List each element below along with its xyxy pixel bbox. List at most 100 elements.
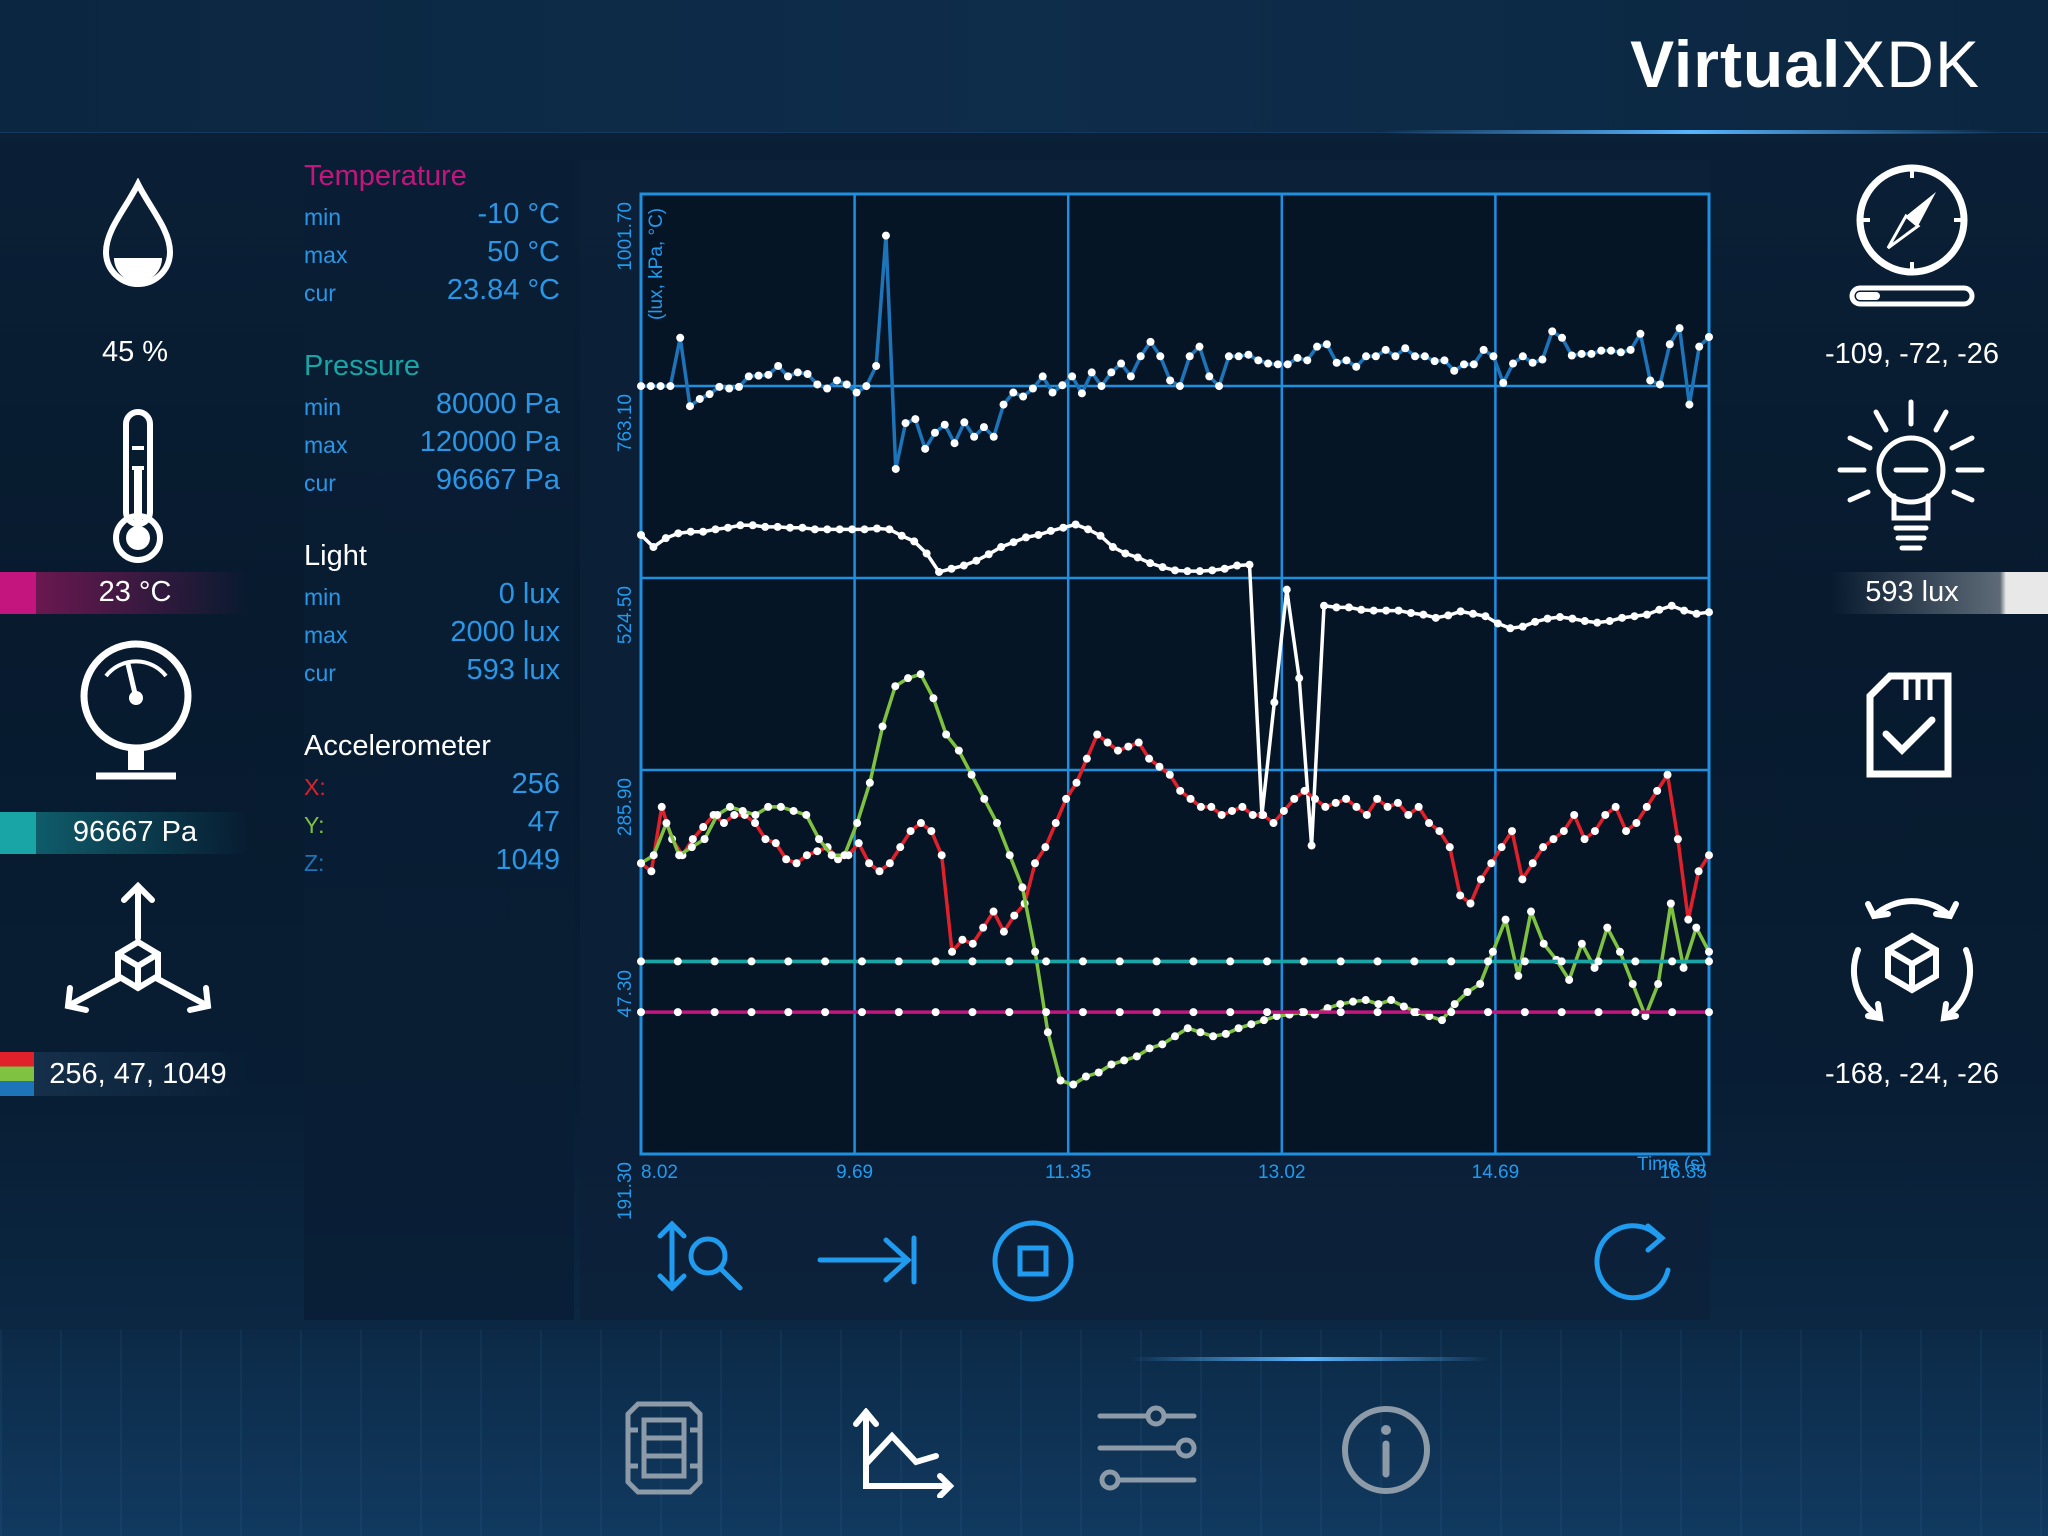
- reset-chart-button[interactable]: [1588, 1216, 1678, 1306]
- settings-sliders-nav-icon[interactable]: [1096, 1404, 1198, 1494]
- series-point: [881, 231, 890, 240]
- series-point: [744, 372, 753, 381]
- series-point: [1695, 342, 1704, 351]
- series-point: [1555, 613, 1564, 622]
- sensor-line-chart[interactable]: 8.02 9.69 11.35 13.02 14.69 16.35 1001.70 763.…: [600, 180, 1730, 1220]
- scroll-to-end-button[interactable]: [816, 1230, 920, 1290]
- series-point: [1342, 356, 1351, 365]
- series-point: [1594, 957, 1603, 966]
- series-point: [1068, 372, 1077, 381]
- series-point: [1132, 1052, 1141, 1061]
- series-point: [1010, 911, 1019, 920]
- pressure-stats-title: Pressure: [304, 350, 421, 382]
- series-point: [1228, 806, 1237, 815]
- temperature-value: 23 °C: [98, 576, 172, 608]
- series-point: [834, 855, 843, 864]
- stop-recording-button[interactable]: [990, 1218, 1076, 1304]
- series-point: [1373, 957, 1382, 966]
- series-point: [1369, 606, 1378, 615]
- series-point: [1220, 564, 1229, 573]
- series-point: [959, 561, 968, 570]
- series-point: [1196, 802, 1205, 811]
- series-point: [802, 851, 811, 860]
- series-point: [674, 529, 683, 538]
- series-point: [1479, 345, 1488, 354]
- series-point: [1005, 851, 1014, 860]
- series-point: [823, 525, 832, 534]
- gyroscope-rotation-icon[interactable]: [1840, 892, 1984, 1032]
- series-point: [676, 333, 685, 342]
- pressure-gauge-icon[interactable]: [76, 636, 196, 782]
- series-point: [637, 382, 645, 391]
- series-point: [853, 819, 862, 828]
- humidity-drop-icon[interactable]: [98, 178, 178, 290]
- series-point: [1290, 794, 1299, 803]
- series-point: [921, 444, 930, 453]
- series-point: [968, 1008, 977, 1017]
- series-point: [705, 390, 714, 399]
- temperature-stats-title: Temperature: [304, 160, 467, 192]
- series-point: [968, 957, 977, 966]
- series-point: [747, 957, 756, 966]
- series-point: [1665, 340, 1674, 349]
- series-point: [1371, 352, 1380, 361]
- nav-glow: [1130, 1357, 1490, 1361]
- series-point: [1476, 875, 1485, 884]
- series-point: [637, 1008, 645, 1017]
- y-tick-label: 763.10: [615, 394, 636, 452]
- series-point: [1028, 384, 1037, 393]
- series-point: [1705, 947, 1713, 956]
- series-point: [1248, 810, 1257, 819]
- pressure-value: 96667 Pa: [72, 816, 198, 848]
- series-point: [1642, 802, 1651, 811]
- x-tick-labels: 8.02 9.69 11.35 13.02 14.69 16.35: [641, 1162, 1707, 1183]
- stats-panel: Temperature min -10 °C max 50 °C cur 23.84 …: [304, 160, 574, 1320]
- series-point: [1435, 827, 1444, 836]
- series-point: [1176, 786, 1185, 795]
- series-point: [1146, 337, 1155, 346]
- series-point: [773, 522, 782, 531]
- thermometer-icon[interactable]: [110, 408, 166, 568]
- series-point: [748, 521, 757, 530]
- series-point: [1031, 947, 1040, 956]
- y-axis-label: (lux, kPa, °C): [646, 208, 667, 320]
- series-point: [1117, 359, 1126, 368]
- series-point: [1430, 357, 1439, 366]
- series-point: [1466, 899, 1475, 908]
- series-point: [1641, 1012, 1650, 1021]
- series-point: [1616, 348, 1625, 357]
- device-nav-icon[interactable]: [624, 1400, 704, 1496]
- info-nav-icon[interactable]: [1340, 1404, 1432, 1496]
- series-point: [1124, 742, 1133, 751]
- series-point: [979, 923, 988, 932]
- series-point: [1321, 802, 1330, 811]
- series-point: [1209, 1032, 1218, 1041]
- zoom-vertical-button[interactable]: [652, 1218, 748, 1294]
- series-point: [1295, 674, 1304, 683]
- sd-card-check-icon[interactable]: [1864, 672, 1954, 780]
- compass-icon[interactable]: [1844, 160, 1980, 310]
- series-point: [1445, 843, 1454, 852]
- series-point: [1096, 531, 1105, 540]
- series-point: [813, 847, 822, 856]
- series-point: [1603, 923, 1612, 932]
- series-point: [1673, 835, 1682, 844]
- series-point: [872, 361, 881, 370]
- accelerometer-stats-title: Accelerometer: [304, 730, 491, 762]
- series-point: [1195, 567, 1204, 576]
- series-point: [723, 523, 732, 532]
- series-point: [1221, 1029, 1230, 1038]
- series-point: [802, 810, 811, 819]
- series-point: [764, 370, 773, 379]
- series-point: [872, 524, 881, 533]
- series-point: [1520, 1008, 1529, 1017]
- accelerometer-axes-icon[interactable]: [58, 878, 218, 1018]
- series-point: [1307, 841, 1316, 850]
- series-point: [906, 827, 915, 836]
- chart-nav-icon[interactable]: [852, 1408, 956, 1498]
- light-bulb-icon[interactable]: [1836, 394, 1986, 560]
- series-point: [1107, 1060, 1116, 1069]
- series-point: [922, 549, 931, 558]
- series-point: [637, 859, 645, 868]
- humidity-value: 45 %: [101, 336, 169, 368]
